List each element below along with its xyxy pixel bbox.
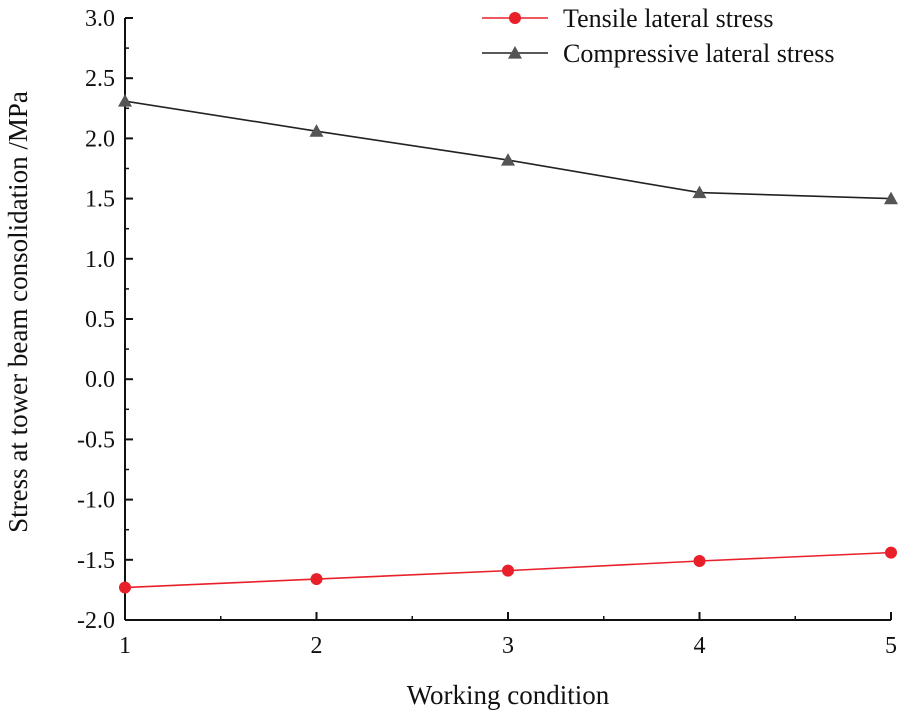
legend: Tensile lateral stress Compressive latera… [482, 4, 835, 68]
legend-marker-compressive-lateral-stress [508, 46, 522, 59]
data-point-compressive-lateral-stress [309, 124, 324, 137]
data-point-tensile-lateral-stress [310, 573, 323, 586]
x-tick-label: 1 [119, 633, 131, 659]
series-tensile-lateral-stress [119, 546, 897, 594]
y-tick-label: -1.0 [77, 488, 115, 514]
legend-item-compressive-lateral-stress: Compressive lateral stress [482, 39, 835, 68]
y-tick-label: 1.0 [85, 247, 115, 273]
data-point-tensile-lateral-stress [119, 581, 131, 594]
legend-label-tensile-lateral-stress: Tensile lateral stress [563, 4, 773, 33]
y-tick-label: 3.0 [85, 6, 115, 32]
data-point-compressive-lateral-stress [118, 94, 132, 107]
x-tick-label: 2 [311, 633, 323, 659]
x-axis-title: Working condition [407, 680, 610, 710]
x-tick-label: 3 [502, 633, 514, 659]
series-layer [118, 94, 898, 594]
y-tick-label: 2.0 [85, 126, 115, 152]
y-tick-label: 1.5 [85, 187, 115, 213]
data-point-tensile-lateral-stress [693, 555, 706, 568]
data-point-compressive-lateral-stress [692, 185, 707, 199]
x-tick-label: 4 [694, 633, 706, 659]
data-point-compressive-lateral-stress [884, 191, 898, 205]
y-tick-label: -2.0 [77, 608, 115, 634]
legend-label-compressive-lateral-stress: Compressive lateral stress [563, 39, 835, 68]
y-tick-label: -1.5 [77, 548, 115, 574]
legend-marker-tensile-lateral-stress [509, 12, 521, 24]
axes: 3.0 2.5 2.0 1.5 1.0 0.5 0.0 -0.5 -1.0 -1.5 -2.01 2 3… [77, 6, 897, 659]
y-tick-label: 0.0 [85, 367, 115, 393]
data-point-compressive-lateral-stress [501, 153, 515, 166]
y-axis-title: Stress at tower beam consolidation /MPa [3, 91, 33, 533]
data-point-tensile-lateral-stress [885, 546, 897, 559]
y-tick-label: 2.5 [85, 66, 115, 92]
data-point-tensile-lateral-stress [502, 564, 514, 577]
legend-item-tensile-lateral-stress: Tensile lateral stress [482, 4, 773, 33]
y-tick-label: -0.5 [77, 427, 115, 453]
x-tick-label: 5 [885, 633, 897, 659]
series-line-compressive-lateral-stress [124, 100, 892, 200]
series-compressive-lateral-stress [118, 94, 898, 205]
y-tick-label: 0.5 [85, 307, 115, 333]
